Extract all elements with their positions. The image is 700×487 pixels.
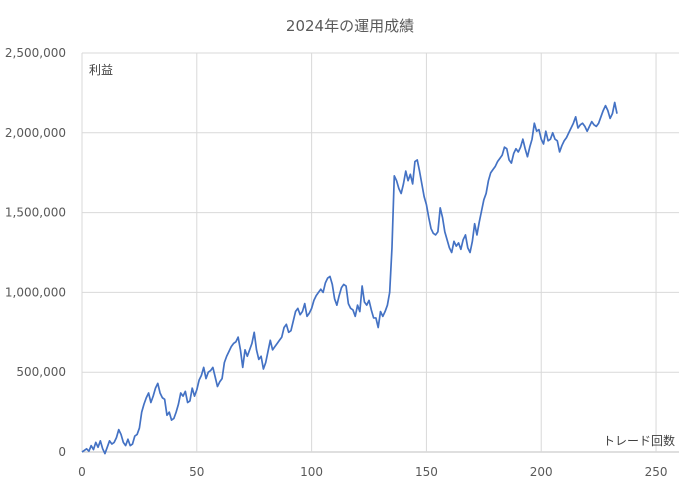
x-tick-label: 150 [415,465,438,479]
y-tick-label: 2,500,000 [5,46,66,60]
y-tick-label: 1,000,000 [5,285,66,299]
x-axis-ticks: 0 50 100 150 200 250 [78,465,667,479]
x-tick-label: 200 [530,465,553,479]
y-tick-label: 1,500,000 [5,206,66,220]
y-tick-label: 500,000 [16,365,66,379]
x-tick-label: 0 [78,465,86,479]
x-tick-label: 250 [645,465,668,479]
x-tick-label: 100 [300,465,323,479]
y-tick-label: 0 [58,445,66,459]
series-line [81,101,618,455]
y-axis-ticks: 0 500,000 1,000,000 1,500,000 2,000,000 2,500… [5,46,66,459]
x-tick-label: 50 [189,465,204,479]
gridlines [81,52,679,453]
y-axis-label: 利益 [89,63,113,77]
x-axis-label: トレード回数 [603,433,675,448]
chart-title: 2024年の運用成績 [286,17,414,35]
y-tick-label: 2,000,000 [5,126,66,140]
